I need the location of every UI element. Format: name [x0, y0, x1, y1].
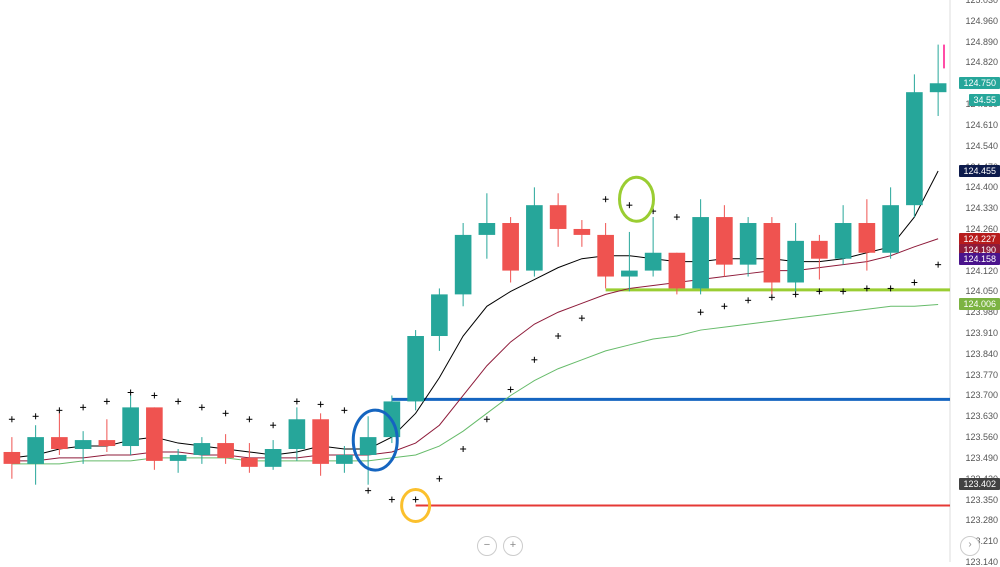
- y-tick-label: 123.840: [965, 349, 998, 359]
- annotation-ellipse: [620, 177, 654, 221]
- candle: [27, 437, 44, 464]
- candle: [574, 229, 591, 235]
- candle: [99, 440, 116, 446]
- candle: [716, 217, 733, 265]
- candle: [669, 253, 686, 289]
- y-tick-label: 123.770: [965, 370, 998, 380]
- price-tag: 123.402: [959, 478, 1000, 490]
- price-tag: 34.55: [969, 94, 1000, 106]
- candle: [146, 407, 163, 461]
- y-tick-label: 124.890: [965, 37, 998, 47]
- candle: [455, 235, 472, 294]
- candle: [407, 336, 424, 401]
- y-tick-label: 124.820: [965, 57, 998, 67]
- candle: [479, 223, 496, 235]
- scroll-right-button[interactable]: ›: [960, 536, 980, 556]
- candle: [502, 223, 519, 271]
- candle: [289, 419, 306, 449]
- y-tick-label: 124.050: [965, 286, 998, 296]
- candle: [811, 241, 828, 259]
- candle: [740, 223, 757, 265]
- candle: [360, 437, 377, 455]
- y-tick-label: 123.350: [965, 495, 998, 505]
- candle: [787, 241, 804, 283]
- candle: [4, 452, 21, 464]
- y-tick-label: 124.120: [965, 266, 998, 276]
- y-tick-label: 124.610: [965, 120, 998, 130]
- candle: [431, 294, 448, 336]
- price-tag: 124.006: [959, 298, 1000, 310]
- candle: [122, 407, 139, 446]
- y-tick-label: 124.960: [965, 16, 998, 26]
- candle: [621, 271, 638, 277]
- candle: [170, 455, 187, 461]
- y-tick-label: 125.030: [965, 0, 998, 5]
- price-tag: 124.158: [959, 253, 1000, 265]
- candle: [930, 83, 947, 92]
- candle: [265, 449, 282, 467]
- zoom-controls: − +: [477, 536, 523, 556]
- y-tick-label: 123.280: [965, 515, 998, 525]
- candle: [51, 437, 68, 449]
- price-chart[interactable]: [0, 0, 1000, 562]
- zoom-in-button[interactable]: +: [503, 536, 523, 556]
- candle: [312, 419, 329, 464]
- y-tick-label: 124.540: [965, 141, 998, 151]
- y-tick-label: 123.560: [965, 432, 998, 442]
- candle: [241, 458, 258, 467]
- candle: [882, 205, 899, 253]
- candle: [526, 205, 543, 270]
- y-tick-label: 123.630: [965, 411, 998, 421]
- candle: [194, 443, 211, 455]
- candle: [835, 223, 852, 259]
- y-tick-label: 123.490: [965, 453, 998, 463]
- y-tick-label: 124.400: [965, 182, 998, 192]
- y-tick-label: 123.700: [965, 390, 998, 400]
- y-tick-label: 124.330: [965, 203, 998, 213]
- price-tag: 124.455: [959, 165, 1000, 177]
- candle: [906, 92, 923, 205]
- candle: [75, 440, 92, 449]
- y-tick-label: 123.910: [965, 328, 998, 338]
- candle: [692, 217, 709, 288]
- candle: [336, 455, 353, 464]
- price-tag: 124.750: [959, 77, 1000, 89]
- candle: [217, 443, 234, 458]
- candle: [764, 223, 781, 282]
- candle: [645, 253, 662, 271]
- y-tick-label: 123.140: [965, 557, 998, 567]
- candle: [597, 235, 614, 277]
- candle: [859, 223, 876, 253]
- candle: [550, 205, 567, 229]
- zoom-out-button[interactable]: −: [477, 536, 497, 556]
